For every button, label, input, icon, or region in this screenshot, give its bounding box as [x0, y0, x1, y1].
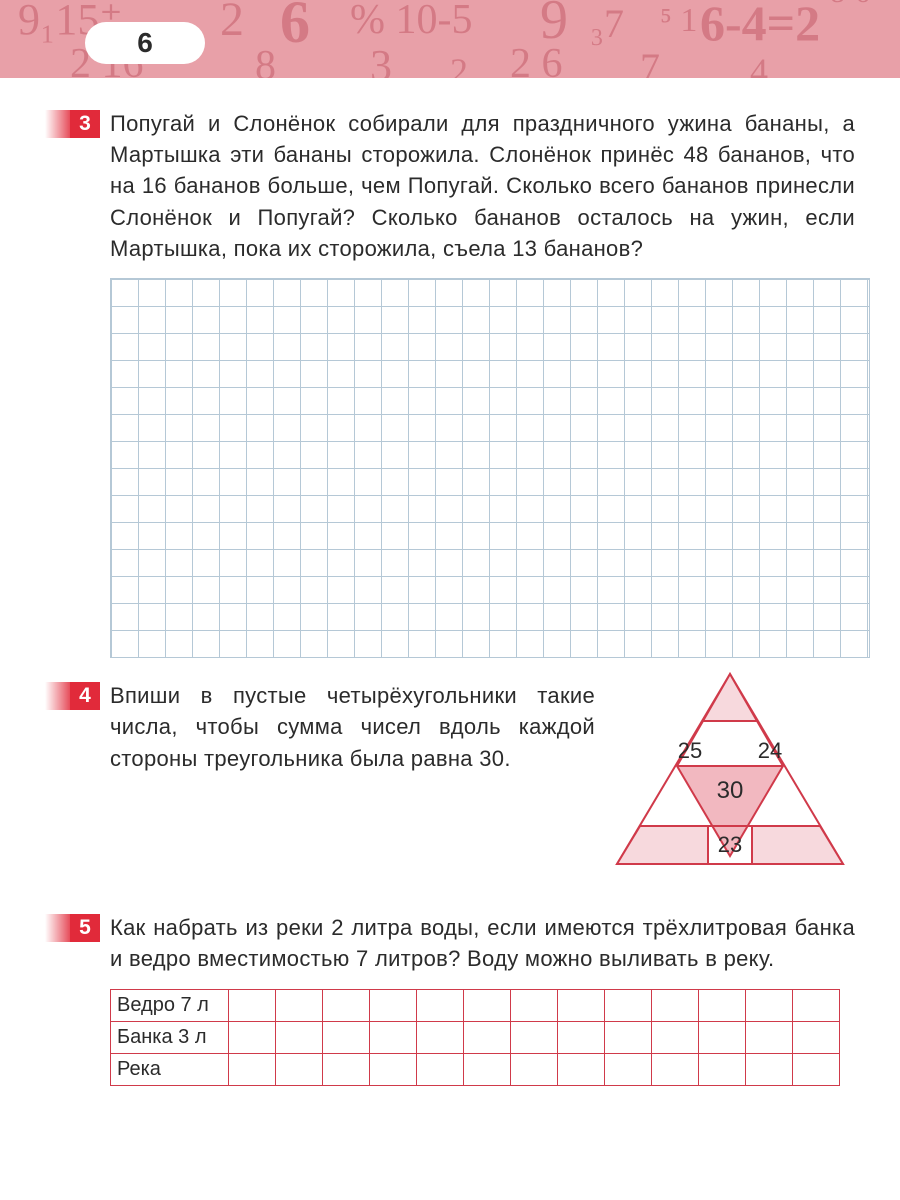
- table-cell[interactable]: [417, 989, 464, 1021]
- page-content: 3 Попугай и Слонёнок собирали для праздн…: [0, 78, 900, 1128]
- problem-3: 3 Попугай и Слонёнок собирали для праздн…: [45, 108, 855, 658]
- header-math-decor: 6: [280, 0, 310, 57]
- table-cell[interactable]: [370, 1053, 417, 1085]
- table-cell[interactable]: [370, 1021, 417, 1053]
- table-cell[interactable]: [605, 1021, 652, 1053]
- table-cell[interactable]: [464, 989, 511, 1021]
- table-cell[interactable]: [699, 1053, 746, 1085]
- table-cell[interactable]: [323, 1021, 370, 1053]
- problem-number: 4: [70, 682, 100, 710]
- table-cell[interactable]: [605, 989, 652, 1021]
- table-cell[interactable]: [229, 1021, 276, 1053]
- table-cell[interactable]: [746, 989, 793, 1021]
- table-cell[interactable]: [652, 1053, 699, 1085]
- table-cell[interactable]: [699, 1021, 746, 1053]
- header-math-decor: ⁵ 1: [660, 2, 697, 40]
- header-math-decor: % 10-5: [350, 0, 472, 44]
- problem-5: 5 Как набрать из реки 2 литра воды, если…: [45, 912, 855, 1085]
- header-math-decor: ₃7: [590, 0, 624, 47]
- table-cell[interactable]: [417, 1021, 464, 1053]
- triangle-val-right: 24: [758, 738, 782, 763]
- table-cell[interactable]: [793, 1021, 840, 1053]
- problem-number-badge: 5: [45, 914, 100, 942]
- table-row: Банка 3 л: [111, 1021, 840, 1053]
- table-row-label: Река: [111, 1053, 229, 1085]
- problem-number-badge: 4: [45, 682, 100, 710]
- table-cell[interactable]: [699, 989, 746, 1021]
- table-cell[interactable]: [370, 989, 417, 1021]
- table-cell[interactable]: [558, 989, 605, 1021]
- triangle-val-left: 25: [678, 738, 702, 763]
- triangle-val-bottom: 23: [718, 832, 742, 857]
- table-cell[interactable]: [652, 989, 699, 1021]
- table-cell[interactable]: [323, 1053, 370, 1085]
- table-row: Ведро 7 л: [111, 989, 840, 1021]
- header-math-decor: 8-6: [830, 0, 870, 10]
- water-pouring-table[interactable]: Ведро 7 лБанка 3 лРека: [110, 989, 840, 1086]
- table-row-label: Банка 3 л: [111, 1021, 229, 1053]
- table-cell[interactable]: [464, 1021, 511, 1053]
- table-row-label: Ведро 7 л: [111, 989, 229, 1021]
- table-cell[interactable]: [746, 1053, 793, 1085]
- problem-text: Как набрать из реки 2 литра воды, если и…: [110, 912, 855, 974]
- problem-number: 5: [70, 914, 100, 942]
- table-cell[interactable]: [652, 1021, 699, 1053]
- table-cell[interactable]: [464, 1053, 511, 1085]
- table-cell[interactable]: [558, 1021, 605, 1053]
- table-cell[interactable]: [229, 989, 276, 1021]
- table-cell[interactable]: [511, 1021, 558, 1053]
- page-number: 6: [137, 27, 153, 59]
- table-cell[interactable]: [511, 989, 558, 1021]
- page-number-pill: 6: [85, 22, 205, 64]
- answer-grid[interactable]: [110, 278, 870, 658]
- header-math-decor: 6-4=2: [700, 0, 820, 52]
- table-cell[interactable]: [558, 1053, 605, 1085]
- table-cell[interactable]: [276, 989, 323, 1021]
- table-cell[interactable]: [229, 1053, 276, 1085]
- table-cell[interactable]: [793, 1053, 840, 1085]
- problem-number: 3: [70, 110, 100, 138]
- problem-text: Впиши в пустые четырёхугольники такие чи…: [110, 680, 595, 774]
- triangle-val-center: 30: [717, 777, 744, 804]
- problem-number-badge: 3: [45, 110, 100, 138]
- table-cell[interactable]: [417, 1053, 464, 1085]
- table-cell[interactable]: [323, 989, 370, 1021]
- table-cell[interactable]: [746, 1021, 793, 1053]
- header-math-decor: 7: [640, 44, 660, 78]
- problem-4: 4 Впиши в пустые четырёхугольники такие …: [45, 680, 855, 890]
- header-math-decor: 2: [450, 50, 468, 78]
- table-cell[interactable]: [605, 1053, 652, 1085]
- table-cell[interactable]: [276, 1021, 323, 1053]
- problem-text: Попугай и Слонёнок собирали для празднич…: [110, 108, 855, 264]
- page-header: 9₁15⁺26% 10-59₃7⁵ 16-4=28-62 168322 674 …: [0, 0, 900, 78]
- header-math-decor: 3: [370, 40, 392, 78]
- header-math-decor: 2: [220, 0, 244, 47]
- header-math-decor: 4: [750, 50, 768, 78]
- header-math-decor: 2 6: [510, 40, 563, 78]
- table-cell[interactable]: [793, 989, 840, 1021]
- triangle-diagram: 25 24 30 23: [605, 666, 855, 876]
- table-cell[interactable]: [276, 1053, 323, 1085]
- header-math-decor: 8: [255, 42, 276, 78]
- table-row: Река: [111, 1053, 840, 1085]
- table-cell[interactable]: [511, 1053, 558, 1085]
